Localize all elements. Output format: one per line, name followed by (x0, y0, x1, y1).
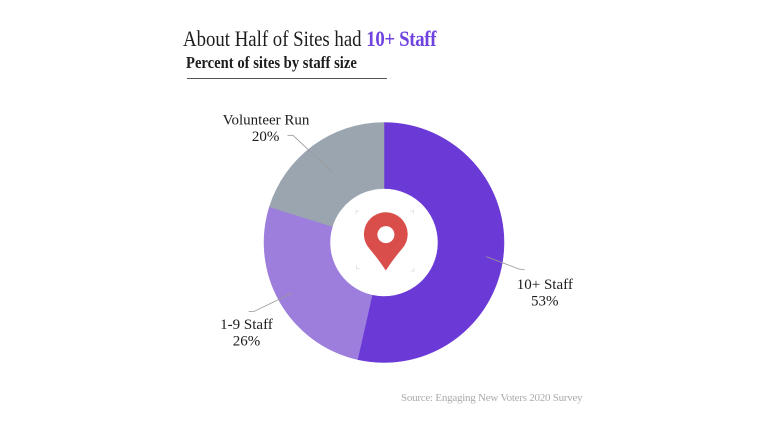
svg-text:1-9 Staff: 1-9 Staff (220, 317, 273, 333)
svg-text:Volunteer Run: Volunteer Run (223, 113, 310, 129)
svg-text:26%: 26% (233, 334, 261, 350)
svg-text:20%: 20% (252, 129, 280, 145)
svg-text:53%: 53% (531, 294, 559, 310)
svg-text:10+ Staff: 10+ Staff (517, 277, 573, 293)
